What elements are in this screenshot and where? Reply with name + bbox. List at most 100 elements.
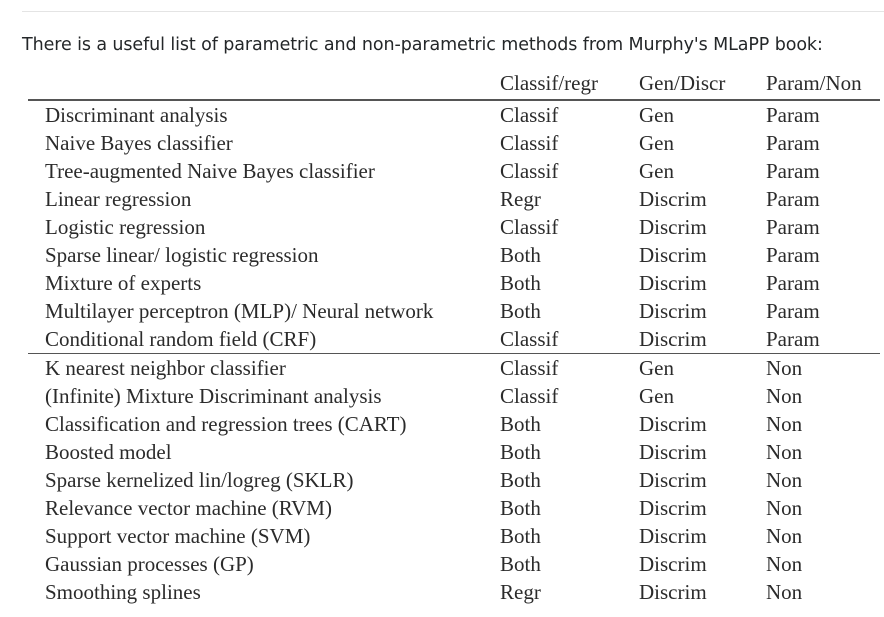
param-cell: Param <box>766 326 820 351</box>
param-cell: Non <box>766 356 803 380</box>
param-cell: Param <box>766 186 820 211</box>
method-cell: Gaussian processes (GP) <box>45 552 254 576</box>
gen-cell: Discrim <box>639 242 707 267</box>
nonparam-rows: K nearest neighbor classifier Classif Ge… <box>28 354 880 606</box>
table-row: Gaussian processes (GP) Both Discrim Non <box>28 550 880 578</box>
table-row: Sparse linear/ logistic regression Both … <box>28 241 880 269</box>
header-rule <box>28 99 880 101</box>
table-row: Support vector machine (SVM) Both Discri… <box>28 522 880 550</box>
classif-cell: Classif <box>500 356 559 380</box>
table-row: Multilayer perceptron (MLP)/ Neural netw… <box>28 297 880 325</box>
gen-cell: Discrim <box>639 552 707 576</box>
table-row: Boosted model Both Discrim Non <box>28 438 880 466</box>
param-cell: Param <box>766 102 820 127</box>
method-cell: Multilayer perceptron (MLP)/ Neural netw… <box>45 298 434 323</box>
param-cell: Non <box>766 384 803 408</box>
classif-cell: Both <box>500 242 541 267</box>
classif-cell: Both <box>500 440 541 464</box>
table-row: Tree-augmented Naive Bayes classifier Cl… <box>28 157 880 185</box>
classif-cell: Classif <box>500 130 559 155</box>
table-row: Linear regression Regr Discrim Param <box>28 185 880 213</box>
table-header-row: Classif/regr Gen/Discr Param/Non <box>28 68 880 99</box>
gen-cell: Discrim <box>639 524 707 548</box>
param-cell: Param <box>766 130 820 155</box>
method-cell: Naive Bayes classifier <box>45 130 233 155</box>
param-cell: Non <box>766 468 803 492</box>
param-cell: Non <box>766 580 803 604</box>
param-cell: Non <box>766 524 803 548</box>
table-row: Relevance vector machine (RVM) Both Disc… <box>28 494 880 522</box>
gen-cell: Discrim <box>639 496 707 520</box>
method-cell: Mixture of experts <box>45 270 202 295</box>
classif-cell: Classif <box>500 384 559 408</box>
param-cell: Param <box>766 270 820 295</box>
method-cell: (Infinite) Mixture Discriminant analysis <box>45 384 382 408</box>
method-cell: Support vector machine (SVM) <box>45 524 311 548</box>
table-row: Logistic regression Classif Discrim Para… <box>28 213 880 241</box>
classif-cell: Regr <box>500 580 541 604</box>
param-cell: Non <box>766 496 803 520</box>
table-row: Mixture of experts Both Discrim Param <box>28 269 880 297</box>
table-row: Conditional random field (CRF) Classif D… <box>28 325 880 353</box>
classif-cell: Classif <box>500 102 559 127</box>
classif-cell: Regr <box>500 186 541 211</box>
method-cell: Sparse kernelized lin/logreg (SKLR) <box>45 468 354 492</box>
classif-cell: Both <box>500 524 541 548</box>
method-cell: Conditional random field (CRF) <box>45 326 317 351</box>
gen-cell: Discrim <box>639 270 707 295</box>
table-row: Discriminant analysis Classif Gen Param <box>28 101 880 129</box>
gen-cell: Gen <box>639 356 674 380</box>
classif-cell: Classif <box>500 326 559 351</box>
gen-cell: Gen <box>639 158 674 183</box>
classif-cell: Both <box>500 468 541 492</box>
gen-cell: Discrim <box>639 468 707 492</box>
table-row: (Infinite) Mixture Discriminant analysis… <box>28 382 880 410</box>
gen-cell: Discrim <box>639 580 707 604</box>
gen-cell: Discrim <box>639 298 707 323</box>
method-cell: Discriminant analysis <box>45 102 228 127</box>
header-classif-regr: Classif/regr <box>500 71 598 95</box>
param-rows: Discriminant analysis Classif Gen Param … <box>28 101 880 353</box>
gen-cell: Discrim <box>639 440 707 464</box>
classif-cell: Both <box>500 496 541 520</box>
table-row: Naive Bayes classifier Classif Gen Param <box>28 129 880 157</box>
top-divider <box>22 11 884 12</box>
methods-table: Classif/regr Gen/Discr Param/Non Discrim… <box>28 68 880 606</box>
gen-cell: Gen <box>639 130 674 155</box>
method-cell: Sparse linear/ logistic regression <box>45 242 319 267</box>
param-cell: Non <box>766 552 803 576</box>
classif-cell: Classif <box>500 158 559 183</box>
param-cell: Param <box>766 214 820 239</box>
gen-cell: Discrim <box>639 214 707 239</box>
param-cell: Non <box>766 412 803 436</box>
gen-cell: Discrim <box>639 186 707 211</box>
param-cell: Param <box>766 158 820 183</box>
gen-cell: Discrim <box>639 326 707 351</box>
gen-cell: Gen <box>639 384 674 408</box>
method-cell: Classification and regression trees (CAR… <box>45 412 407 436</box>
method-cell: Boosted model <box>45 440 172 464</box>
header-param-non: Param/Non <box>766 71 862 95</box>
classif-cell: Both <box>500 298 541 323</box>
table-row: Smoothing splines Regr Discrim Non <box>28 578 880 606</box>
classif-cell: Both <box>500 412 541 436</box>
param-cell: Non <box>766 440 803 464</box>
gen-cell: Discrim <box>639 412 707 436</box>
method-cell: Smoothing splines <box>45 580 201 604</box>
method-cell: K nearest neighbor classifier <box>45 356 286 380</box>
intro-text: There is a useful list of parametric and… <box>22 35 823 55</box>
method-cell: Relevance vector machine (RVM) <box>45 496 332 520</box>
table-row: K nearest neighbor classifier Classif Ge… <box>28 354 880 382</box>
param-cell: Param <box>766 242 820 267</box>
table-row: Sparse kernelized lin/logreg (SKLR) Both… <box>28 466 880 494</box>
method-cell: Linear regression <box>45 186 192 211</box>
classif-cell: Both <box>500 270 541 295</box>
classif-cell: Classif <box>500 214 559 239</box>
classif-cell: Both <box>500 552 541 576</box>
gen-cell: Gen <box>639 102 674 127</box>
table-row: Classification and regression trees (CAR… <box>28 410 880 438</box>
param-cell: Param <box>766 298 820 323</box>
method-cell: Tree-augmented Naive Bayes classifier <box>45 158 375 183</box>
method-cell: Logistic regression <box>45 214 206 239</box>
header-gen-discr: Gen/Discr <box>639 71 726 95</box>
